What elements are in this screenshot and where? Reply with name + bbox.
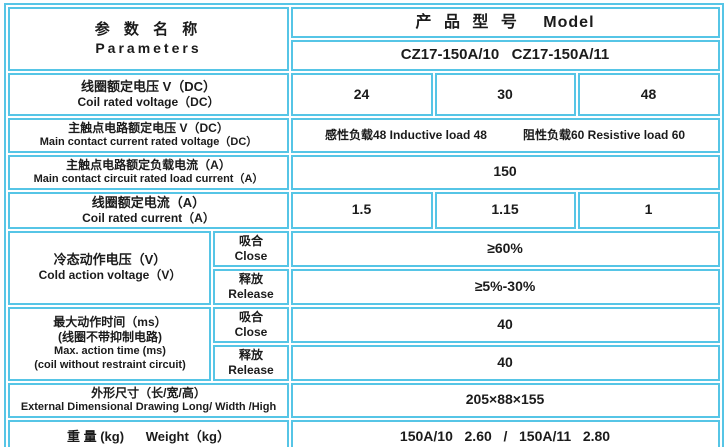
action-time-en1: Max. action time (ms)	[54, 345, 166, 357]
coil-current-value-2: 1.15	[434, 191, 576, 229]
coil-voltage-value-2: 30	[434, 73, 576, 116]
coil-voltage-zh: 线圈额定电压 V（DC）	[80, 78, 217, 94]
contact-voltage-en: Main contact current rated voltage（DC）	[39, 136, 258, 148]
load-current-en: Main contact circuit rated load current（…	[33, 172, 264, 185]
close-zh: 吸合	[238, 309, 263, 324]
row-weight-label: 重 量 (kg) Weight（kg）	[8, 419, 289, 447]
coil-current-zh: 线圈额定电流（A）	[91, 194, 206, 210]
contact-voltage-inductive: 感性负载48 Inductive load 48	[324, 127, 487, 142]
coil-current-en: Coil rated current（A）	[82, 210, 215, 225]
header-model-cell: 产 品 型 号 Model	[290, 7, 720, 38]
contact-voltage-zh: 主触点电路额定电压 V（DC）	[68, 121, 229, 135]
cold-voltage-zh: 冷态动作电压（V）	[53, 252, 167, 268]
row-load-current-label: 主触点电路额定负载电流（A） Main contact circuit rate…	[8, 154, 289, 190]
cold-voltage-en: Cold action voltage（V）	[38, 268, 182, 283]
row-coil-current-label: 线圈额定电流（A） Coil rated current（A）	[8, 191, 289, 229]
header-model-en: Model	[543, 13, 595, 31]
cold-voltage-close-label: 吸合 Close	[213, 230, 289, 267]
load-current-value: 150	[290, 154, 720, 190]
dimensions-en: External Dimensional Drawing Long/ Width…	[20, 400, 277, 413]
coil-voltage-value-1: 24	[290, 73, 433, 116]
coil-voltage-en: Coil rated voltage（DC）	[77, 95, 220, 110]
weight-value: 150A/10 2.60 / 150A/11 2.80	[290, 419, 720, 447]
header-parameters-cell: 参 数 名 称 Parameters	[8, 7, 289, 71]
header-parameters-en: Parameters	[95, 39, 202, 56]
dimensions-value: 205×88×155	[290, 382, 720, 418]
header-parameters-zh: 参 数 名 称	[94, 20, 203, 38]
contact-voltage-resistive: 阻性负载60 Resistive load 60	[522, 127, 686, 142]
dimensions-zh: 外形尺寸（长/宽/高）	[91, 385, 206, 400]
cold-voltage-release-label: 释放 Release	[213, 268, 289, 305]
action-time-en2: (coil without restraint circuit)	[34, 358, 186, 371]
close-en: Close	[234, 248, 268, 263]
coil-current-value-1: 1.5	[290, 191, 433, 229]
row-dimensions-label: 外形尺寸（长/宽/高） External Dimensional Drawing…	[8, 382, 289, 418]
close-en: Close	[234, 324, 268, 339]
action-time-zh1: 最大动作时间（ms）	[53, 315, 167, 329]
action-time-close-label: 吸合 Close	[213, 306, 289, 343]
header-model-zh: 产 品 型 号	[415, 13, 521, 31]
coil-current-value-3: 1	[577, 191, 720, 229]
row-cold-voltage-label: 冷态动作电压（V） Cold action voltage（V）	[8, 230, 212, 305]
model-codes-cell: CZ17-150A/10 CZ17-150A/11	[290, 40, 720, 71]
action-time-close-value: 40	[290, 306, 720, 343]
spec-table: 参 数 名 称 Parameters 产 品 型 号 Model CZ17-15…	[4, 3, 724, 447]
row-contact-voltage-label: 主触点电路额定电压 V（DC） Main contact current rat…	[8, 118, 289, 153]
row-coil-voltage-label: 线圈额定电压 V（DC） Coil rated voltage（DC）	[8, 73, 289, 116]
release-en: Release	[228, 362, 274, 377]
contact-voltage-value-cell: 感性负载48 Inductive load 48 阻性负载60 Resistiv…	[290, 118, 720, 153]
release-en: Release	[228, 286, 274, 301]
action-time-release-label: 释放 Release	[213, 344, 289, 381]
close-zh: 吸合	[238, 233, 263, 248]
load-current-zh: 主触点电路额定负载电流（A）	[66, 157, 231, 172]
coil-voltage-value-3: 48	[577, 73, 720, 116]
row-action-time-label: 最大动作时间（ms） (线圈不带抑制电路) Max. action time (…	[8, 306, 212, 381]
cold-voltage-close-value: ≥60%	[290, 230, 720, 267]
release-zh: 释放	[238, 271, 263, 286]
action-time-release-value: 40	[290, 344, 720, 381]
action-time-zh2: (线圈不带抑制电路)	[57, 330, 162, 344]
cold-voltage-release-value: ≥5%-30%	[290, 268, 720, 305]
release-zh: 释放	[238, 347, 263, 362]
